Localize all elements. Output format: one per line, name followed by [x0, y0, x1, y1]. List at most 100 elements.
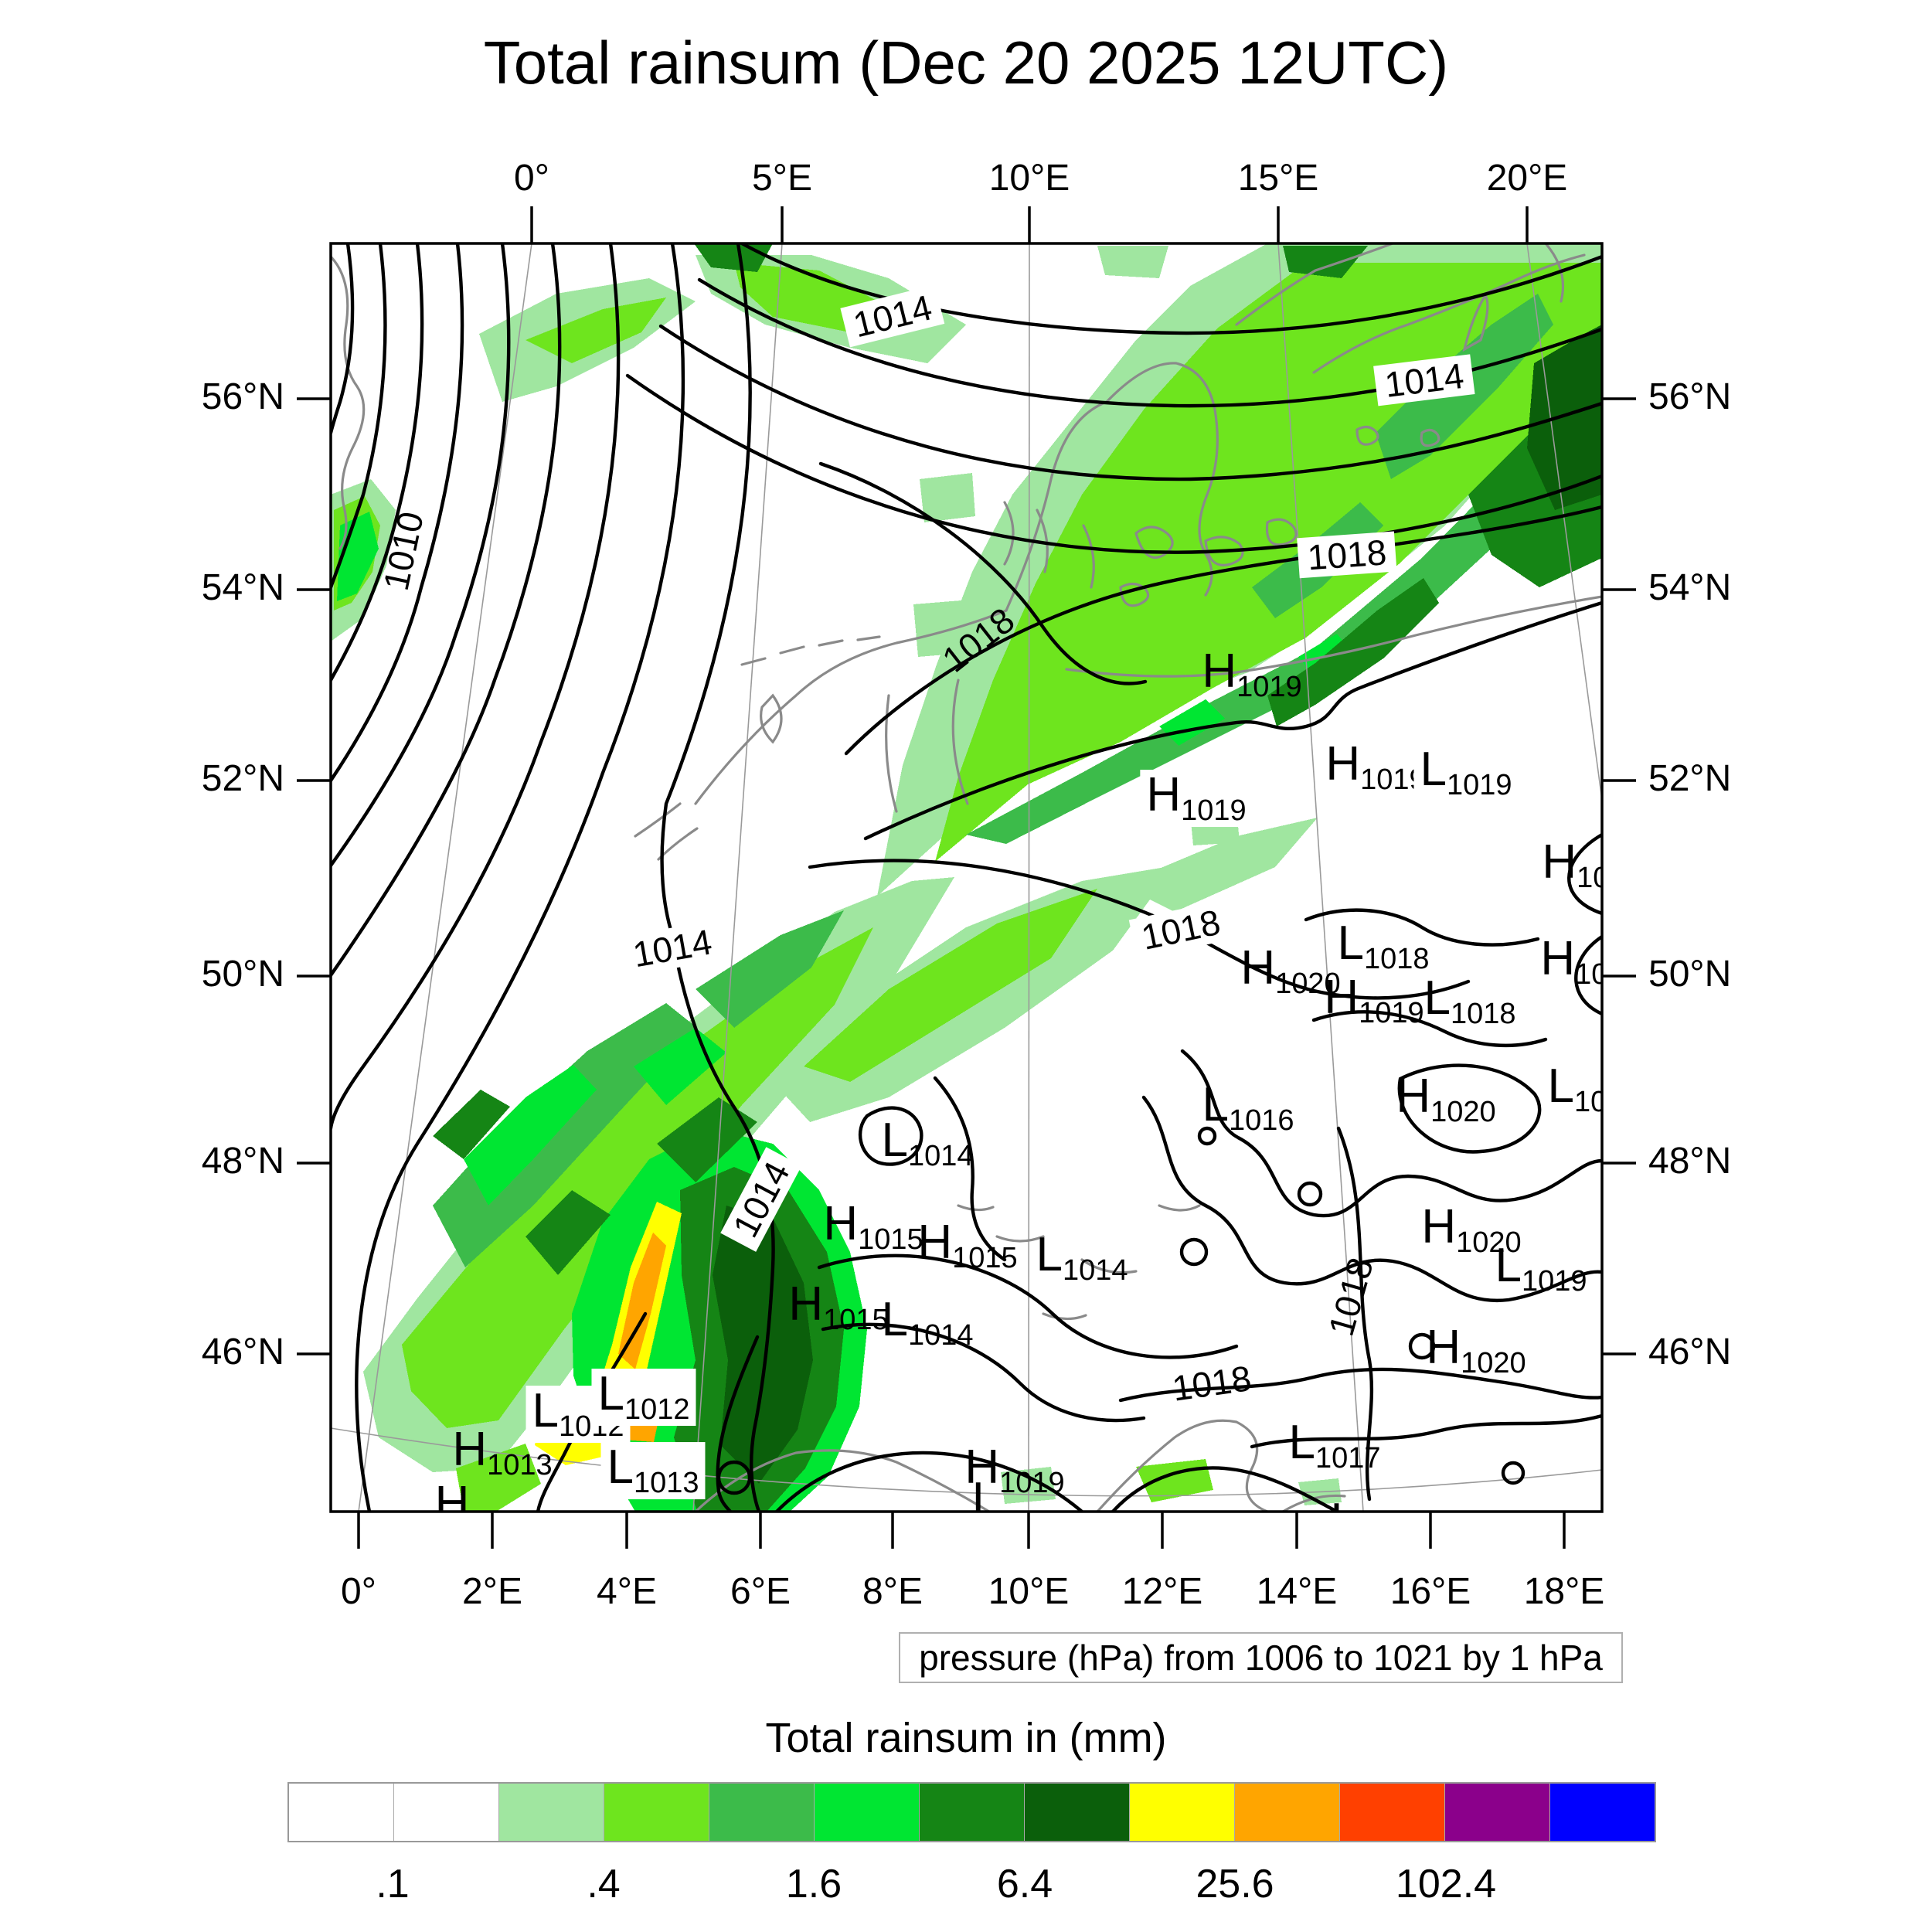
pressure-center-label: H1019 — [964, 1442, 1064, 1499]
pressure-center-letter: L — [532, 1384, 559, 1438]
pressure-center-value: 1019 — [1181, 794, 1247, 828]
colorbar-tick-label: 1.6 — [785, 1862, 842, 1906]
bottom-axis-label: 8°E — [862, 1571, 923, 1612]
pressure-center-label: L1014 — [1036, 1230, 1128, 1287]
pressure-center-letter: H — [917, 1216, 953, 1270]
bottom-axis-label: 6°E — [730, 1571, 791, 1612]
pressure-center-label: L1016 — [1202, 1080, 1294, 1137]
colorbar-segment — [1550, 1784, 1655, 1841]
bottom-axis-label: 2°E — [462, 1571, 522, 1612]
colorbar-tick-label: 6.4 — [996, 1862, 1053, 1906]
colorbar-segment — [1235, 1784, 1340, 1841]
figure-title: Total rainsum (Dec 20 2025 12UTC) — [483, 29, 1449, 97]
right-axis-label: 54°N — [1648, 567, 1732, 608]
pressure-center-letter: H — [1146, 768, 1182, 822]
pressure-center-value: 1018 — [1450, 998, 1516, 1031]
colorbar-title: Total rainsum in (mm) — [765, 1715, 1167, 1761]
pressure-center-letter: L — [1036, 1228, 1063, 1282]
pressure-legend-text: pressure (hPa) from 1006 to 1021 by 1 hP… — [919, 1638, 1603, 1678]
pressure-legend: pressure (hPa) from 1006 to 1021 by 1 hP… — [899, 1632, 1623, 1683]
left-axis-label: 46°N — [201, 1332, 284, 1372]
pressure-center-letter: L — [881, 1293, 908, 1347]
pressure-center-label: L1019 — [1413, 743, 1519, 801]
pressure-center-letter: H — [964, 1440, 1000, 1495]
pressure-center-value: 1018 — [1363, 943, 1430, 976]
left-axis-label: 54°N — [201, 567, 284, 608]
pressure-center-letter: L — [1547, 1060, 1574, 1114]
map-frame — [329, 242, 1604, 1513]
isobar-label: 1010 — [375, 508, 431, 594]
colorbar-segment — [815, 1784, 920, 1841]
bottom-axis-label: 14°E — [1256, 1571, 1338, 1612]
isobar-label: 1018 — [1297, 531, 1397, 579]
left-axis-label: 48°N — [201, 1141, 284, 1182]
pressure-center-value: 1020 — [1577, 862, 1602, 895]
pressure-contours — [331, 243, 1602, 1512]
pressure-center-value: 1014 — [907, 1319, 974, 1352]
pressure-center-value: 1020 — [1575, 958, 1602, 992]
pressure-center-label: H1020 — [1542, 837, 1602, 894]
colorbar-segment — [920, 1784, 1025, 1841]
left-axis-label: 52°N — [201, 758, 284, 799]
pressure-center-value: 1013 — [487, 1449, 553, 1482]
colorbar-segment — [499, 1784, 604, 1841]
right-axis-label: 52°N — [1648, 758, 1732, 799]
pressure-center-label: H1019 — [1202, 646, 1301, 703]
isobar-label: 1018 — [1169, 1357, 1254, 1409]
pressure-center-value: 1019 — [1359, 997, 1424, 1030]
isobar-label: 1018 — [1320, 1253, 1381, 1341]
pressure-center-label: L1017 — [1330, 1495, 1422, 1512]
pressure-center-label: L1019 — [1495, 1240, 1587, 1298]
pressure-center-letter: L — [1495, 1239, 1522, 1293]
pressure-center-label: L — [972, 1475, 998, 1512]
pressure-center-letter: H — [1240, 941, 1276, 995]
colorbar-segment — [1130, 1784, 1235, 1841]
pressure-center-label: L1013 — [600, 1440, 706, 1500]
pressure-center-value: 1019 — [1236, 671, 1302, 704]
colorbar-segment — [1445, 1784, 1550, 1841]
pressure-center-value: 1020 — [1275, 968, 1341, 1001]
colorbar-segment — [604, 1784, 709, 1841]
pressure-center-label: L1019 — [1547, 1061, 1602, 1118]
pressure-center-value: 1017 — [1315, 1442, 1381, 1475]
colorbar-segment — [1025, 1784, 1130, 1841]
isobar-label: 1014 — [1373, 354, 1475, 406]
pressure-center-letter: L — [881, 1114, 908, 1168]
meridian-line — [1277, 243, 1364, 1512]
isobar-label: 1014 — [840, 284, 945, 348]
isobar-label: 1018 — [934, 599, 1022, 680]
pressure-center-label: H1015 — [917, 1217, 1017, 1274]
pressure-center-label: L1014 — [881, 1115, 973, 1172]
meridian-line — [358, 243, 532, 1512]
pressure-center-value: 1013 — [633, 1467, 699, 1500]
pressure-center-label: H1015 — [823, 1199, 923, 1256]
pressure-center-value: 1019 — [1573, 1086, 1602, 1119]
pressure-center-value: 1015 — [952, 1242, 1018, 1275]
pressure-center-letter: H — [1325, 737, 1361, 791]
colorbar-tick-label: .4 — [587, 1862, 621, 1906]
pressure-center-letter: L — [1420, 743, 1447, 797]
pressure-center-value: 1015 — [858, 1223, 923, 1257]
pressure-center-label: H1020 — [1540, 934, 1602, 991]
isobar-label: 1018 — [1128, 900, 1233, 960]
top-axis-label: 20°E — [1486, 158, 1568, 199]
pressure-center-letter: H — [788, 1277, 824, 1332]
pressure-center-label: H1020 — [1396, 1071, 1495, 1128]
top-axis-label: 5°E — [752, 158, 812, 199]
coastlines — [331, 243, 1602, 1512]
right-axis-label: 46°N — [1648, 1332, 1732, 1372]
pressure-center-label: H — [435, 1478, 470, 1512]
right-axis-label: 48°N — [1648, 1141, 1732, 1182]
pressure-center-value: 1015 — [823, 1304, 889, 1337]
pressure-center-letter: L — [1202, 1078, 1229, 1132]
pressure-center-letter: L — [607, 1440, 634, 1495]
top-axis-label: 10°E — [988, 158, 1070, 199]
bottom-axis-label: 16°E — [1389, 1571, 1471, 1612]
pressure-center-letter: L — [1423, 971, 1451, 1026]
map-label-layer: H1019H1019H1019L1019H1020H1020H1020L1018… — [331, 243, 1602, 1512]
meridian-line — [1526, 243, 1602, 801]
pressure-center-letter: L — [1337, 917, 1364, 971]
bottom-axis-label: 4°E — [597, 1571, 657, 1612]
pressure-center-label: L1017 — [1288, 1417, 1380, 1475]
